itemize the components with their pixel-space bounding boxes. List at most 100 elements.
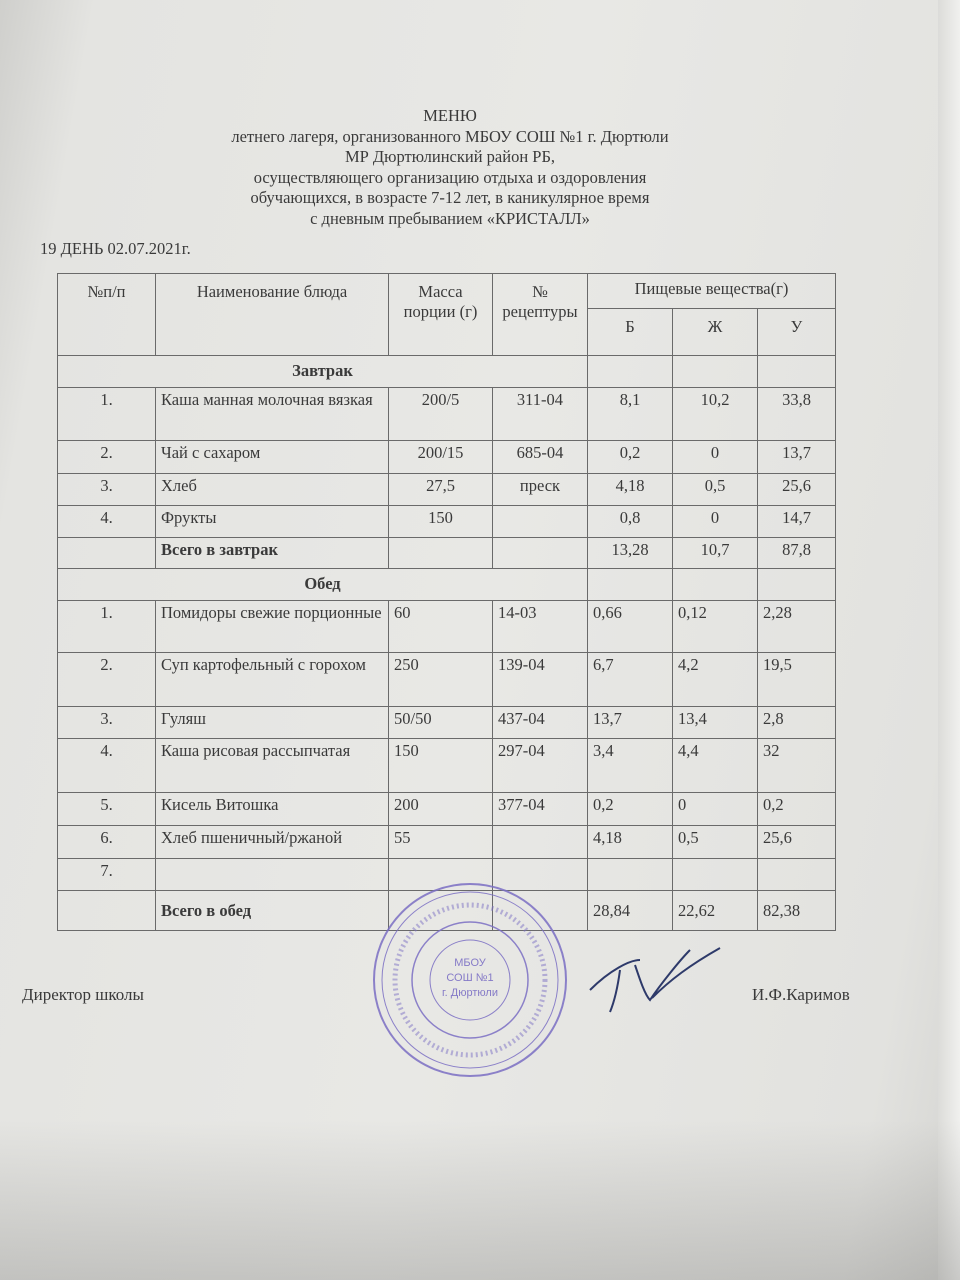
stamp-line: г. Дюртюли: [442, 987, 498, 999]
u-cell: 13,7: [757, 440, 836, 474]
zh-cell: 0,5: [672, 825, 758, 859]
empty-cell: [587, 568, 673, 601]
recipe-cell: преск: [492, 473, 588, 506]
mass-cell: 27,5: [388, 473, 493, 506]
table-row: 1. Помидоры свежие порционные 60 14-03 0,66 0…: [57, 600, 836, 653]
u-cell: 14,7: [757, 505, 836, 538]
row-number: 6.: [57, 825, 156, 859]
row-number: 3.: [57, 706, 156, 739]
b-cell: [587, 858, 673, 891]
row-number: 5.: [57, 792, 156, 826]
row-number: 4.: [57, 505, 156, 538]
dish-name: Фрукты: [155, 505, 389, 538]
empty-cell: [672, 568, 758, 601]
total-label: Всего в обед: [155, 890, 389, 931]
mass-cell: 200/5: [388, 387, 493, 441]
mass-cell: 200/15: [388, 440, 493, 474]
mass-cell: 50/50: [388, 706, 493, 739]
recipe-cell: 297-04: [492, 738, 588, 793]
row-number: 1.: [57, 600, 156, 653]
table-row: 6. Хлеб пшеничный/ржаной 55 4,18 0,5 25,6: [57, 825, 836, 859]
u-cell: 2,28: [757, 600, 836, 653]
u-cell: 0,2: [757, 792, 836, 826]
empty-cell: [757, 568, 836, 601]
table-row: 3. Хлеб 27,5 преск 4,18 0,5 25,6: [57, 473, 836, 506]
col-name: Наименование блюда: [155, 273, 389, 356]
zh-total: 22,62: [672, 890, 758, 931]
table-row: 4. Каша рисовая рассыпчатая 150 297-04 3,4 4,…: [57, 738, 836, 793]
dish-name: Каша рисовая рассыпчатая: [155, 738, 389, 793]
recipe-cell: [492, 505, 588, 538]
col-mass: Масса порции (г): [388, 273, 493, 356]
title-line: МР Дюртюлинский район РБ,: [344, 147, 556, 166]
stamp-line: СОШ №1: [446, 972, 493, 984]
school-stamp: МБОУ СОШ №1 г. Дюртюли: [373, 883, 567, 1077]
dish-name: Помидоры свежие порционные: [155, 600, 389, 653]
header-row: №п/п Наименование блюда Масса порции (г)…: [57, 273, 836, 356]
empty-cell: [57, 890, 156, 931]
b-cell: 0,8: [587, 505, 673, 538]
recipe-cell: [492, 825, 588, 859]
recipe-cell: 437-04: [492, 706, 588, 739]
menu-table: №п/п Наименование блюда Масса порции (г)…: [57, 273, 836, 931]
row-number: 3.: [57, 473, 156, 506]
row-number: 7.: [57, 858, 156, 891]
section-title: Завтрак: [57, 355, 588, 388]
u-cell: 33,8: [757, 387, 836, 441]
section-title: Обед: [57, 568, 588, 601]
zh-cell: 13,4: [672, 706, 758, 739]
u-cell: 19,5: [757, 652, 836, 707]
dish-name: Каша манная молочная вязкая: [155, 387, 389, 441]
dish-name: Чай с сахаром: [155, 440, 389, 474]
day-date: 19 ДЕНЬ 02.07.2021г.: [40, 239, 191, 258]
row-number: 2.: [57, 652, 156, 707]
b-total: 28,84: [587, 890, 673, 931]
stamp-line: МБОУ: [454, 957, 487, 969]
mass-cell: 55: [388, 825, 493, 859]
b-cell: 3,4: [587, 738, 673, 793]
zh-cell: 0,12: [672, 600, 758, 653]
mass-cell: 150: [388, 738, 493, 793]
table-row: 3. Гуляш 50/50 437-04 13,7 13,4 2,8: [57, 706, 836, 739]
total-row-breakfast: Всего в завтрак 13,28 10,7 87,8: [57, 537, 836, 569]
zh-cell: 0: [672, 792, 758, 826]
signature: [589, 947, 721, 1013]
paper-edge: [938, 0, 960, 1280]
b-cell: 0,2: [587, 792, 673, 826]
b-total: 13,28: [587, 537, 673, 569]
dish-name: Суп картофельный с горохом: [155, 652, 389, 707]
title-line: осуществляющего организацию отдыха и озд…: [253, 167, 647, 187]
col-zh: Ж: [672, 308, 758, 356]
row-number: 2.: [57, 440, 156, 474]
title-line: МЕНЮ: [423, 106, 477, 125]
dish-name: Хлеб: [155, 473, 389, 506]
empty-cell: [757, 355, 836, 388]
table-row: 2. Суп картофельный с горохом 250 139-04 6,7…: [57, 652, 836, 707]
zh-total: 10,7: [672, 537, 758, 569]
table-row: 4. Фрукты 150 0,8 0 14,7: [57, 505, 836, 538]
empty-cell: [672, 355, 758, 388]
recipe-cell: 14-03: [492, 600, 588, 653]
director-name: И.Ф.Каримов: [752, 985, 850, 1004]
mass-cell: 250: [388, 652, 493, 707]
empty-cell: [57, 537, 156, 569]
b-cell: 13,7: [587, 706, 673, 739]
mass-cell: 200: [388, 792, 493, 826]
section-row-lunch: Обед: [57, 568, 836, 601]
total-label: Всего в завтрак: [155, 537, 389, 569]
u-cell: 2,8: [757, 706, 836, 739]
table-row: 7.: [57, 858, 836, 891]
photo-shadow: [0, 1120, 960, 1280]
recipe-cell: 685-04: [492, 440, 588, 474]
empty-cell: [492, 890, 588, 931]
dish-name: Кисель Витошка: [155, 792, 389, 826]
u-total: 87,8: [757, 537, 836, 569]
zh-cell: [672, 858, 758, 891]
zh-cell: 0: [672, 505, 758, 538]
empty-cell: [492, 537, 588, 569]
u-cell: 32: [757, 738, 836, 793]
u-cell: [757, 858, 836, 891]
table-row: 2. Чай с сахаром 200/15 685-04 0,2 0 13,7: [57, 440, 836, 474]
mass-cell: 150: [388, 505, 493, 538]
u-total: 82,38: [757, 890, 836, 931]
